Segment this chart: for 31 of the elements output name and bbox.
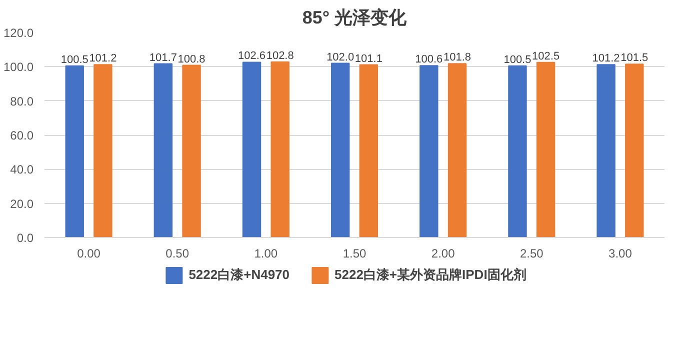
data-label: 101.5	[620, 52, 648, 64]
x-tick-label: 3.00	[608, 246, 632, 260]
data-label: 100.8	[178, 53, 206, 66]
data-label: 101.7	[149, 52, 177, 64]
data-label: 100.5	[60, 54, 88, 66]
data-label: 100.5	[504, 54, 532, 66]
y-tick-label: 100.0	[3, 60, 34, 74]
x-tick-label: 1.00	[254, 246, 278, 260]
data-label: 102.5	[532, 50, 560, 62]
data-label: 101.1	[354, 52, 382, 65]
data-label: 102.6	[238, 50, 266, 62]
legend-label: 5222白漆+某外资品牌IPDI固化剂	[334, 266, 526, 284]
x-tick-label: 1.50	[342, 246, 367, 260]
x-tick-label: 0.50	[166, 246, 190, 260]
chart-title: 85° 光泽变化	[302, 8, 408, 28]
y-tick-label: 0.0	[16, 231, 34, 245]
x-tick-label: 2.50	[520, 246, 544, 260]
data-label: 101.2	[592, 52, 620, 65]
legend-label: 5222白漆+N4970	[188, 266, 290, 284]
y-tick-label: 60.0	[10, 128, 34, 142]
data-label: 102.8	[266, 50, 294, 62]
x-tick-label: 2.00	[431, 246, 456, 260]
y-tick-label: 80.0	[10, 94, 34, 108]
y-tick-label: 40.0	[10, 162, 34, 177]
y-tick-label: 120.0	[3, 26, 34, 40]
x-tick-label: 0.00	[77, 246, 101, 260]
data-label: 101.8	[443, 52, 472, 64]
data-label: 102.0	[326, 51, 354, 64]
data-label: 101.2	[89, 52, 117, 65]
y-tick-label: 20.0	[10, 196, 34, 211]
data-label: 100.6	[415, 54, 443, 66]
